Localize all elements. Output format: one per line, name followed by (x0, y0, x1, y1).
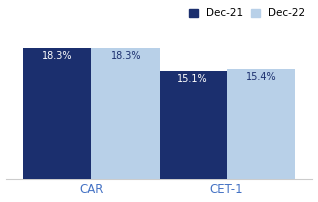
Bar (23, 48, 92, 179)
Text: 18.3%: 18.3% (111, 51, 141, 61)
Bar (92, 48, 160, 179)
Legend: Dec-21, Dec-22: Dec-21, Dec-22 (187, 6, 307, 21)
Bar (226, 69, 295, 179)
Text: 15.4%: 15.4% (245, 72, 276, 82)
Bar (158, 71, 226, 179)
Text: 15.1%: 15.1% (177, 74, 207, 84)
Text: 18.3%: 18.3% (42, 51, 73, 61)
